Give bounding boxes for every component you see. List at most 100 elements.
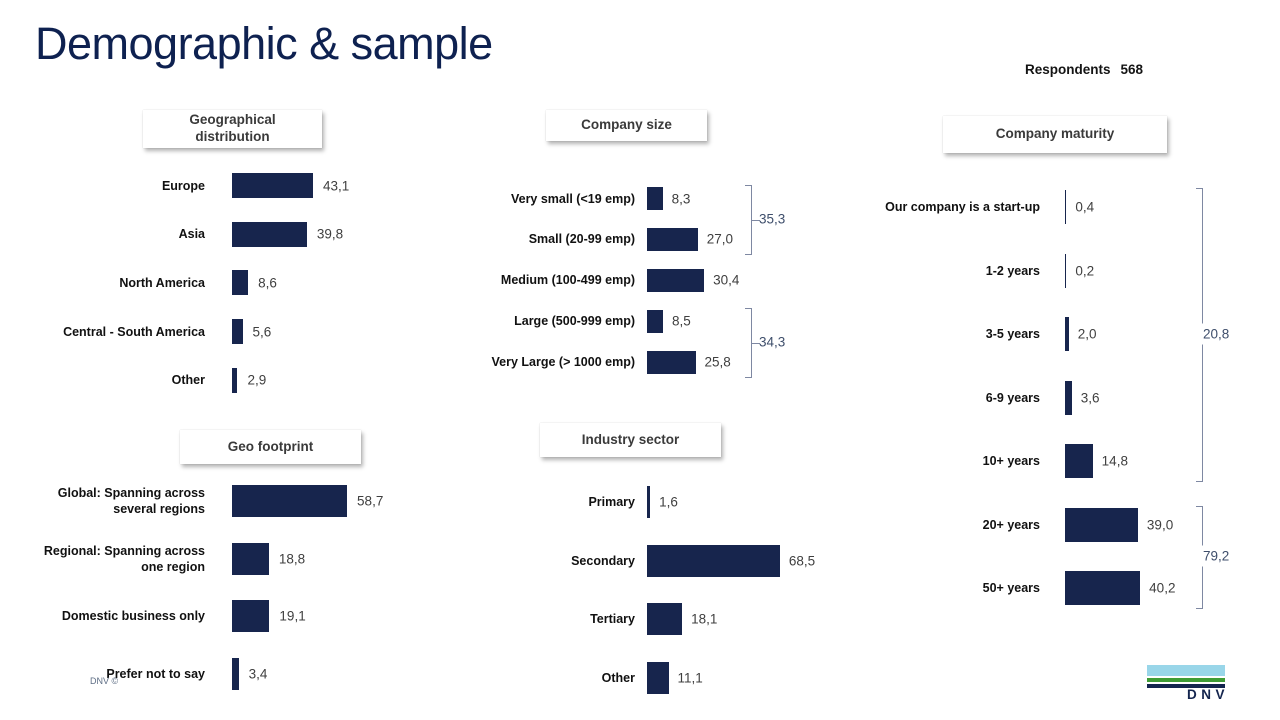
- category-label: Central - South America: [63, 324, 205, 339]
- bar: [647, 350, 696, 374]
- bar: [647, 486, 651, 518]
- category-label: Domestic business only: [61, 608, 205, 623]
- bar: [232, 657, 239, 690]
- bar-value: 14,8: [1101, 453, 1128, 469]
- bar: [232, 173, 314, 198]
- bar-value: 25,8: [704, 354, 731, 370]
- bar: [1065, 253, 1067, 288]
- bar: [232, 600, 270, 632]
- category-label: 50+ years: [982, 580, 1040, 595]
- category-label: Other: [601, 670, 635, 685]
- bar: [647, 309, 663, 333]
- respondents-label: Respondents: [1025, 62, 1111, 77]
- bar: [647, 544, 780, 577]
- category-label: Tertiary: [590, 611, 635, 626]
- chart-title-geo-footprint: Geo footprint: [180, 430, 361, 464]
- logo-bar-navy-icon: [1147, 684, 1225, 688]
- bar: [1065, 571, 1141, 605]
- bracket-label: 35,3: [759, 211, 786, 227]
- category-label: Asia: [178, 227, 205, 242]
- bracket-tick: [752, 219, 760, 221]
- bar: [1065, 317, 1069, 351]
- bar-value: 27,0: [706, 231, 734, 247]
- bracket-tick: [752, 342, 760, 344]
- bar-value: 8,6: [258, 275, 277, 291]
- bar-value: 30,4: [713, 272, 740, 288]
- chart-title-industry-sector: Industry sector: [540, 423, 721, 457]
- category-label: Small (20-99 emp): [528, 232, 635, 247]
- footer-copyright: DNV ©: [90, 676, 119, 686]
- category-label: Very small (<19 emp): [510, 191, 635, 206]
- category-label: Primary: [588, 494, 635, 509]
- bracket-label: 34,3: [759, 334, 786, 350]
- bar-value: 3,4: [248, 666, 268, 681]
- chart-geographical-distribution: Europe 43,1 Asia 39,8 North America 8,6 Centra…: [30, 173, 410, 393]
- category-label: 3-5 years: [985, 326, 1040, 341]
- bar-value: 18,8: [278, 551, 306, 566]
- chart-industry-sector: Primary 1,6 Secondary 68,5 Tertiary 18,1 Other…: [460, 486, 840, 694]
- bar: [1065, 190, 1067, 224]
- chart-geo-footprint: Global: Spanning across several regions 5…: [30, 485, 430, 690]
- bar: [1065, 507, 1138, 542]
- bar-value: 3,6: [1080, 390, 1100, 405]
- bar-value: 8,3: [671, 191, 691, 206]
- category-label: Regional: Spanning across one region: [43, 543, 205, 574]
- category-label: Europe: [161, 178, 205, 193]
- bar: [232, 319, 243, 345]
- bracket-label: 79,2: [1194, 545, 1230, 567]
- category-label: Global: Spanning across several regions: [57, 485, 205, 516]
- bar: [647, 227, 698, 251]
- chart-title-company-size: Company size: [546, 110, 707, 141]
- bar-value: 11,1: [677, 670, 703, 685]
- category-label: Secondary: [571, 553, 635, 568]
- logo-bar-green-icon: [1147, 678, 1225, 682]
- logo-bar-lightblue-icon: [1147, 665, 1225, 676]
- bar-value: 58,7: [357, 493, 384, 509]
- bar-value: 0,4: [1075, 199, 1095, 215]
- category-label: 6-9 years: [985, 390, 1040, 405]
- respondents-count: Respondents 568: [1025, 62, 1143, 77]
- chart-title-geographical-distribution: Geographical distribution: [143, 110, 322, 148]
- bar-value: 5,6: [252, 324, 272, 340]
- bar: [647, 603, 683, 635]
- logo-wordmark: DNV: [1186, 687, 1229, 702]
- bar-value: 0,2: [1075, 263, 1095, 278]
- bar: [232, 270, 249, 296]
- bracket: [745, 185, 760, 255]
- bracket: [745, 307, 760, 378]
- respondents-value: 568: [1120, 62, 1144, 77]
- category-label: Other: [171, 373, 205, 388]
- bracket-label: 20,8: [1194, 323, 1230, 345]
- bar-value: 43,1: [323, 178, 350, 193]
- category-label: 1-2 years: [985, 263, 1040, 278]
- page-title: Demographic & sample: [35, 18, 493, 69]
- bar-value: 1,6: [659, 494, 678, 510]
- bar-value: 68,5: [788, 553, 816, 568]
- bar-value: 2,9: [247, 372, 267, 388]
- bar-value: 2,0: [1077, 326, 1097, 342]
- bar: [232, 367, 238, 393]
- category-label: Large (500-999 emp): [514, 314, 635, 329]
- dnv-logo: DNV: [1147, 665, 1225, 707]
- bar: [1065, 380, 1072, 415]
- category-label: Prefer not to say: [106, 666, 205, 681]
- bar-value: 39,0: [1146, 517, 1174, 532]
- bar-value: 18,1: [691, 611, 718, 627]
- category-label: Our company is a start-up: [885, 199, 1040, 214]
- bar: [647, 268, 705, 292]
- bar-value: 8,5: [671, 313, 691, 329]
- category-label: Very Large (> 1000 emp): [491, 354, 635, 369]
- bar: [1065, 444, 1093, 478]
- chart-company-size: Very small (<19 emp) 8,3 Small (20-99 emp)…: [430, 185, 830, 378]
- chart-title-company-maturity: Company maturity: [943, 116, 1167, 153]
- bar: [232, 542, 269, 575]
- category-label: 10+ years: [982, 453, 1040, 468]
- bar-value: 39,8: [316, 226, 344, 242]
- bar: [647, 661, 669, 694]
- bar-value: 40,2: [1149, 580, 1176, 596]
- bar: [232, 485, 348, 517]
- bar-value: 19,1: [279, 608, 306, 624]
- bar: [647, 187, 663, 210]
- category-label: Medium (100-499 emp): [500, 273, 635, 288]
